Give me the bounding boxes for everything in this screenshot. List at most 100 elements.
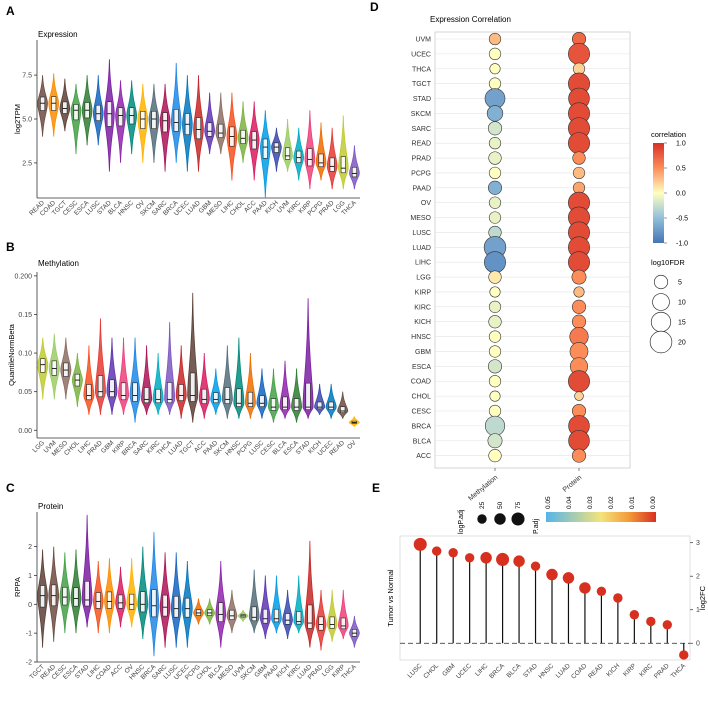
point-kirc (646, 616, 656, 627)
y-tick-label: 0.00 (18, 428, 32, 435)
dot-ucec-methylation (488, 47, 502, 60)
panel-c-title: Protein (38, 502, 63, 511)
color-legend-label: 0.02 (608, 496, 615, 509)
box-kirp (120, 382, 127, 401)
color-legend-title: P.adj (533, 519, 540, 534)
dot-acc-methylation (488, 449, 502, 463)
box-stad (84, 580, 90, 607)
box-gbm (262, 608, 268, 624)
chart-d: UVM UCEC THCA TGCT STAD SKCM SARC READ PRAD PCPG P… (410, 31, 688, 503)
size-legend-label: 50 (497, 501, 504, 509)
x-tick-label: KICH (605, 662, 621, 678)
violin-lgg (326, 589, 338, 642)
y-tick-label: 1 (28, 573, 32, 580)
box-skcm (224, 387, 230, 404)
y-tick-label: 2 (696, 574, 700, 581)
box-lusc (259, 395, 265, 407)
box-stad (305, 382, 311, 410)
dot-lgg-protein (571, 269, 587, 285)
dot-pcpg-protein (572, 166, 586, 180)
size-legend-label: 75 (515, 501, 522, 509)
dot-kich-methylation (488, 315, 502, 329)
size-legend-circle (652, 293, 670, 311)
chart-a: 2.55.07.5log2TPMREADCOADTGCTCESCESCALUSC… (13, 40, 360, 218)
plot-frame (399, 535, 691, 661)
x-tick-label: THCA (670, 662, 688, 680)
violin-tgct (187, 292, 199, 423)
y-axis-title: log2TPM (13, 104, 22, 134)
size-legend-circle (649, 330, 673, 354)
box-ov (129, 593, 135, 610)
violin-brca (129, 337, 141, 423)
violin-acc (198, 353, 210, 419)
box-cesc (270, 398, 277, 411)
dot-coad-protein (568, 370, 590, 393)
violin-cesc (268, 368, 279, 423)
row-label: CHOL (412, 394, 432, 401)
box-lihc (95, 592, 101, 609)
violin-esca (291, 368, 303, 423)
x-tick-label: HNSC (537, 662, 555, 680)
y-tick-label: 2.5 (22, 160, 32, 167)
color-legend-label: 0.01 (629, 496, 636, 509)
y-tick-label: 7.5 (22, 73, 32, 80)
box-paad (273, 608, 279, 623)
x-tick-label: LUAD (555, 662, 572, 679)
dot-kirc-methylation (488, 300, 502, 313)
row-label: READ (412, 141, 431, 148)
y-tick-label: 1 (696, 607, 700, 614)
row-label: SARC (412, 126, 431, 133)
point-read (596, 586, 607, 596)
box-hnsc (140, 591, 146, 613)
x-tick-label: Methylation (467, 474, 499, 502)
violin-meso (215, 92, 227, 155)
violin-read (337, 391, 349, 419)
box-lihc (86, 384, 92, 401)
box-gbm (109, 379, 115, 398)
violin-pcpg (244, 353, 256, 419)
dot-blca-protein (568, 430, 590, 452)
box-kirp (340, 617, 346, 630)
box-lusc (173, 595, 179, 618)
y-tick-label: 0.15 (18, 312, 32, 319)
row-label: HNSC (411, 334, 431, 341)
violin-prad (94, 318, 106, 415)
row-label: CESC (412, 409, 431, 416)
y-tick-label: 0 (28, 602, 32, 609)
box-skcm (251, 606, 257, 622)
box-cesc (73, 104, 79, 121)
violin-gbm (106, 337, 118, 415)
box-prad (318, 616, 324, 631)
box-pcpg (318, 153, 324, 168)
point-stad (530, 561, 541, 571)
dot-lgg-methylation (488, 270, 502, 284)
row-label: BLCA (413, 438, 432, 445)
panel-c-letter: C (6, 481, 15, 495)
color-legend-label: 0.04 (566, 496, 573, 509)
box-paad (262, 138, 268, 159)
box-brca (132, 382, 138, 402)
color-legend-label: 0.03 (587, 496, 594, 509)
dot-tgct-methylation (488, 77, 502, 90)
point-lusc (413, 537, 427, 551)
x-tick-label: STAD (522, 662, 539, 679)
box-meso (218, 123, 224, 138)
row-label: COAD (411, 379, 431, 386)
color-legend-label: 1.0 (676, 141, 686, 148)
box-prad (97, 375, 104, 398)
y-axis-title: RPPA (13, 577, 22, 597)
x-tick-label: OV (346, 439, 358, 451)
size-legend-label: 15 (678, 320, 686, 327)
dot-kirp-methylation (489, 286, 501, 298)
dot-chol-protein (574, 391, 584, 401)
dot-gbm-methylation (488, 345, 502, 358)
violin-kirc (293, 575, 305, 634)
box-luad (178, 384, 184, 401)
size-legend-circle (653, 274, 669, 290)
x-tick-label: KIRP (622, 662, 638, 678)
dot-meso-methylation (488, 211, 502, 224)
box-esca (293, 398, 300, 411)
box-lgg (329, 616, 335, 629)
color-legend-title: correlation (651, 130, 686, 139)
dot-read-methylation (488, 137, 502, 150)
